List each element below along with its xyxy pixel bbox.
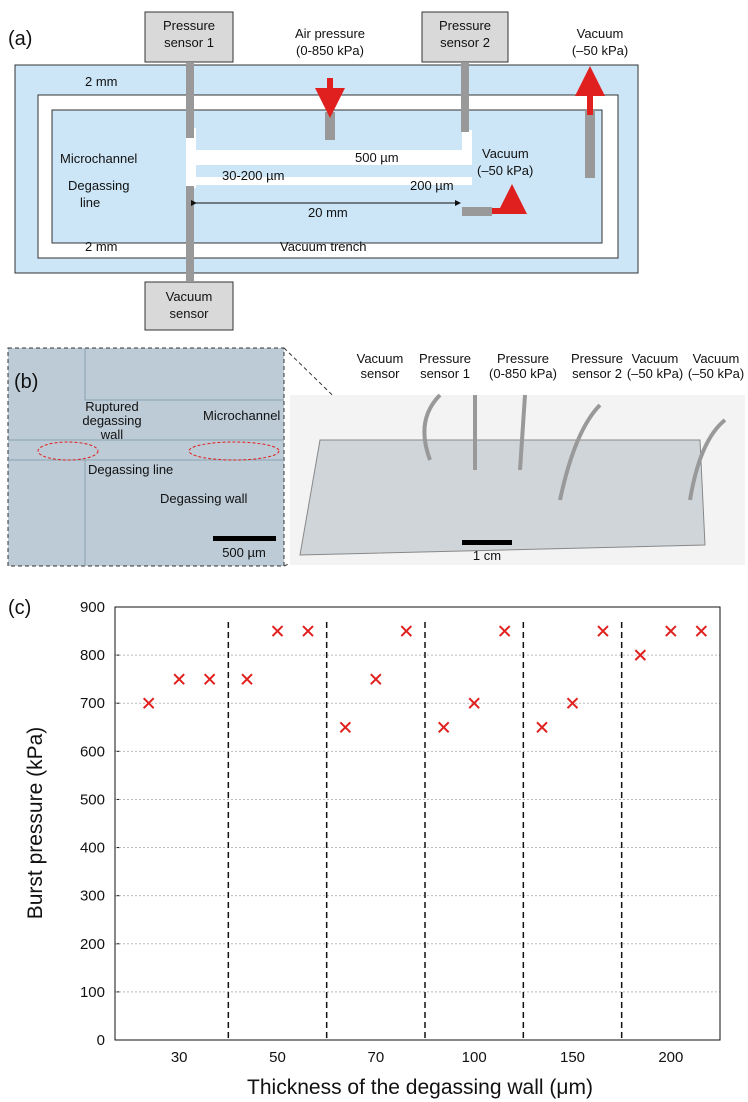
micrograph — [8, 348, 284, 566]
point — [401, 626, 411, 636]
label: Vacuum(–50 kPa) — [627, 351, 683, 381]
label: Microchannel — [203, 408, 280, 423]
point — [500, 626, 510, 636]
y-tick-label: 500 — [80, 791, 105, 808]
pipe — [585, 110, 595, 178]
point — [439, 722, 449, 732]
point — [666, 626, 676, 636]
panel-label: (b) — [14, 371, 38, 393]
y-axis-title: Burst pressure (kPa) — [24, 727, 47, 920]
chip — [300, 440, 705, 555]
point — [598, 626, 608, 636]
y-tick-label: 900 — [80, 599, 105, 616]
point — [340, 722, 350, 732]
point — [242, 674, 252, 684]
pipe — [462, 207, 492, 216]
y-tick-label: 100 — [80, 984, 105, 1001]
figure: (a) Pressuresensor 1 Air pressure(0-850 … — [0, 0, 748, 1102]
pipe — [186, 186, 194, 282]
y-tick-label: 700 — [80, 695, 105, 712]
y-tick-label: 300 — [80, 888, 105, 905]
pipe — [461, 62, 469, 132]
point — [371, 674, 381, 684]
point — [273, 626, 283, 636]
label: Vacuum(–50 kPa) — [572, 26, 628, 58]
label: 2 mm — [85, 239, 118, 254]
point — [696, 626, 706, 636]
pipe — [325, 112, 335, 140]
label: Vacuum(–50 kPa) — [688, 351, 744, 381]
y-tick-label: 600 — [80, 743, 105, 760]
point — [537, 722, 547, 732]
label: 500 µm — [222, 545, 266, 560]
label: 2 mm — [85, 74, 118, 89]
label: Degassing line — [88, 462, 173, 477]
label: 200 µm — [410, 178, 454, 193]
label: 1 cm — [473, 548, 501, 563]
pipe — [186, 62, 194, 138]
x-tick-label: 150 — [560, 1049, 585, 1066]
label: Microchannel — [60, 151, 137, 166]
panel-label: (c) — [8, 597, 31, 619]
scale-bar — [213, 536, 276, 541]
y-tick-label: 400 — [80, 840, 105, 857]
label: Vacuum trench — [280, 239, 366, 254]
panel-label: (a) — [8, 28, 32, 50]
label: Pressure(0-850 kPa) — [489, 351, 557, 381]
microchannel — [190, 150, 472, 165]
label: 500 µm — [355, 150, 399, 165]
scale-bar — [462, 540, 512, 545]
x-tick-label: 200 — [658, 1049, 683, 1066]
point — [303, 626, 313, 636]
x-tick-label: 100 — [462, 1049, 487, 1066]
point — [174, 674, 184, 684]
page: (a) Pressuresensor 1 Air pressure(0-850 … — [0, 0, 748, 1102]
plot-frame — [115, 607, 720, 1040]
x-tick-label: 70 — [367, 1049, 384, 1066]
x-tick-label: 30 — [171, 1049, 188, 1066]
label: 30-200 µm — [222, 168, 284, 183]
label: Air pressure(0-850 kPa) — [295, 26, 365, 58]
panel-c: (c) Thickness of the degassing wall (μm)… — [8, 597, 720, 1099]
label: 20 mm — [308, 205, 348, 220]
point — [469, 698, 479, 708]
y-tick-label: 200 — [80, 936, 105, 953]
point — [205, 674, 215, 684]
label: Degassing wall — [160, 491, 248, 506]
y-tick-label: 800 — [80, 647, 105, 664]
x-axis-title: Thickness of the degassing wall (μm) — [247, 1076, 593, 1099]
channel — [462, 130, 472, 165]
y-tick-label: 0 — [97, 1032, 105, 1049]
x-tick-label: 50 — [269, 1049, 286, 1066]
